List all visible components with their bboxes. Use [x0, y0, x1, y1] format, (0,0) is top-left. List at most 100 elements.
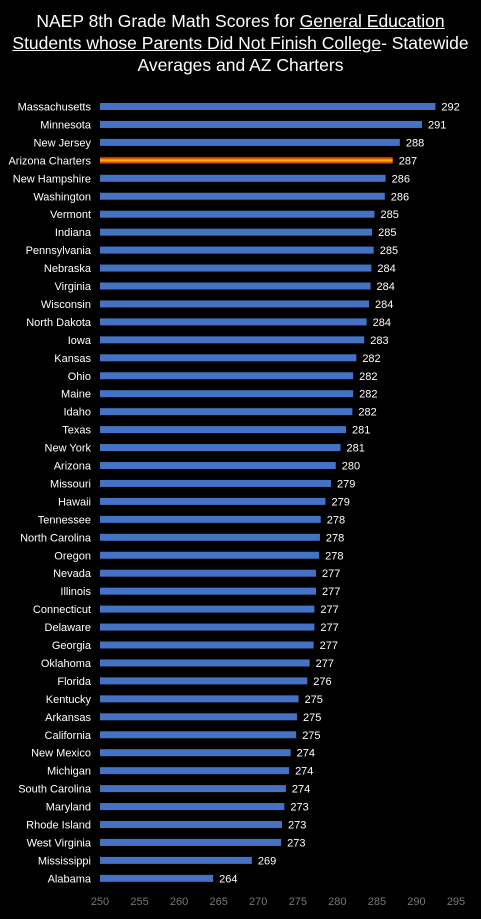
- bar-nebraska: [100, 264, 372, 272]
- bar-virginia: [100, 282, 371, 290]
- category-label-new-york: New York: [45, 443, 92, 455]
- chart-title-part2: - Statewide Averages and AZ Charters: [137, 33, 469, 75]
- category-label-nebraska: Nebraska: [44, 263, 92, 275]
- category-label-tennessee: Tennessee: [38, 514, 91, 526]
- value-label-kansas: 282: [362, 353, 380, 365]
- bar-iowa: [100, 336, 365, 344]
- value-label-virginia: 284: [377, 281, 395, 293]
- x-tick-label: 265: [209, 896, 227, 908]
- category-label-indiana: Indiana: [55, 227, 92, 239]
- value-label-maine: 282: [359, 389, 377, 401]
- value-label-west-virginia: 273: [287, 837, 305, 849]
- category-label-new-jersey: New Jersey: [34, 137, 92, 149]
- category-label-alabama: Alabama: [48, 873, 92, 885]
- category-label-kentucky: Kentucky: [46, 694, 92, 706]
- value-label-north-dakota: 284: [373, 317, 391, 329]
- value-label-arkansas: 275: [303, 712, 321, 724]
- bar-delaware: [100, 623, 315, 631]
- chart-title: NAEP 8th Grade Math Scores for General E…: [0, 10, 481, 76]
- category-label-michigan: Michigan: [47, 766, 91, 778]
- bar-oklahoma: [100, 659, 310, 667]
- value-label-tennessee: 278: [327, 514, 345, 526]
- value-label-maryland: 273: [290, 802, 308, 814]
- bar-west-virginia: [100, 838, 282, 846]
- category-label-massachusetts: Massachusetts: [18, 102, 92, 114]
- value-label-new-mexico: 274: [297, 748, 315, 760]
- bar-alabama: [100, 874, 214, 882]
- category-label-oregon: Oregon: [54, 550, 91, 562]
- value-label-delaware: 277: [320, 622, 338, 634]
- bar-new-york: [100, 444, 341, 452]
- value-label-new-york: 281: [346, 443, 364, 455]
- bar-new-mexico: [100, 749, 291, 757]
- bar-nevada: [100, 569, 316, 577]
- category-label-arkansas: Arkansas: [45, 712, 91, 724]
- bar-indiana: [100, 228, 373, 236]
- category-label-iowa: Iowa: [68, 335, 92, 347]
- bar-arizona-charters: [100, 156, 393, 164]
- bar-washington: [100, 192, 385, 200]
- value-label-michigan: 274: [295, 766, 313, 778]
- value-label-oklahoma: 277: [316, 658, 334, 670]
- category-label-oklahoma: Oklahoma: [41, 658, 92, 670]
- value-label-indiana: 285: [378, 227, 396, 239]
- category-label-new-mexico: New Mexico: [31, 748, 91, 760]
- category-label-minnesota: Minnesota: [40, 119, 92, 131]
- category-label-nevada: Nevada: [53, 568, 92, 580]
- bar-california: [100, 731, 297, 739]
- bar-maryland: [100, 803, 285, 811]
- bar-texas: [100, 426, 347, 434]
- x-tick-label: 260: [170, 896, 188, 908]
- bar-arizona: [100, 462, 336, 469]
- bar-ohio: [100, 372, 354, 380]
- value-label-vermont: 285: [381, 209, 399, 221]
- category-label-idaho: Idaho: [63, 407, 91, 419]
- value-label-idaho: 282: [358, 407, 376, 419]
- category-label-arizona: Arizona: [54, 461, 92, 473]
- bar-mississippi: [100, 856, 252, 864]
- x-tick-label: 250: [91, 896, 109, 908]
- category-label-maine: Maine: [61, 389, 91, 401]
- category-label-vermont: Vermont: [50, 209, 91, 221]
- bar-connecticut: [100, 605, 315, 613]
- category-label-new-hampshire: New Hampshire: [13, 173, 91, 185]
- x-tick-label: 270: [249, 896, 267, 908]
- value-label-massachusetts: 292: [441, 102, 459, 114]
- category-label-virginia: Virginia: [55, 281, 92, 293]
- bar-arkansas: [100, 713, 297, 721]
- value-label-pennsylvania: 285: [380, 245, 398, 257]
- category-label-illinois: Illinois: [60, 586, 91, 598]
- bar-pennsylvania: [100, 246, 374, 254]
- bar-south-carolina: [100, 785, 286, 793]
- value-label-florida: 276: [313, 676, 331, 688]
- bar-missouri: [100, 479, 332, 487]
- bar-tennessee: [100, 515, 321, 523]
- bar-rhode-island: [100, 821, 282, 828]
- bar-oregon: [100, 551, 320, 559]
- value-labels: 292 291 288 287 286 286 285 285 285 284 284 284 284 2…: [219, 102, 460, 886]
- bar-illinois: [100, 587, 316, 595]
- bar-michigan: [100, 767, 290, 775]
- category-label-kansas: Kansas: [54, 353, 91, 365]
- category-label-missouri: Missouri: [50, 478, 91, 490]
- value-label-illinois: 277: [322, 586, 340, 598]
- category-label-north-carolina: North Carolina: [20, 532, 92, 544]
- bar-kansas: [100, 354, 357, 362]
- category-label-connecticut: Connecticut: [33, 604, 91, 616]
- value-label-nebraska: 284: [377, 263, 395, 275]
- value-label-nevada: 277: [322, 568, 340, 580]
- bar-north-carolina: [100, 533, 320, 541]
- category-label-california: California: [45, 730, 92, 742]
- value-label-north-carolina: 278: [326, 532, 344, 544]
- category-label-north-dakota: North Dakota: [26, 317, 92, 329]
- value-label-new-hampshire: 286: [392, 173, 410, 185]
- bar-wisconsin: [100, 300, 369, 308]
- value-label-texas: 281: [352, 425, 370, 437]
- chart-title-part1: NAEP 8th Grade Math Scores for: [36, 11, 300, 31]
- bar-kentucky: [100, 695, 299, 703]
- category-label-south-carolina: South Carolina: [18, 784, 92, 796]
- category-label-mississippi: Mississippi: [38, 855, 91, 867]
- bar-maine: [100, 390, 354, 398]
- category-label-arizona-charters: Arizona Charters: [8, 155, 91, 167]
